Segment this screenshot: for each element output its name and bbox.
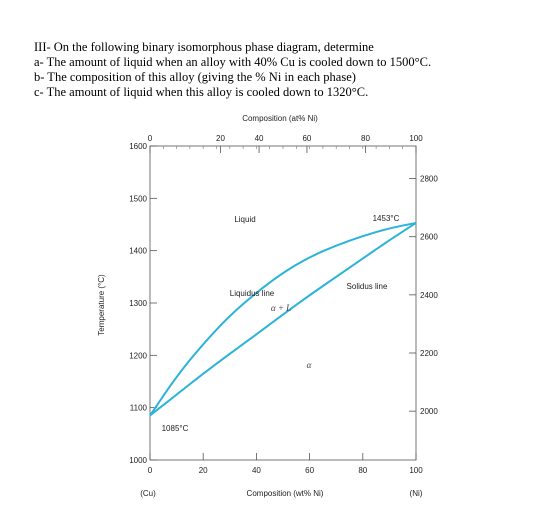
question-heading: III- On the following binary isomorphous… bbox=[34, 40, 374, 54]
y-tick-right-label: 2800 bbox=[420, 175, 438, 184]
x-tick-top-label: 80 bbox=[361, 134, 370, 143]
x-tick-top-label: 40 bbox=[255, 134, 264, 143]
y-tick-right-label: 2600 bbox=[420, 233, 438, 242]
x-tick-bottom-label: 80 bbox=[358, 466, 367, 475]
x-tick-top-label: 20 bbox=[216, 134, 225, 143]
x-axis-title: Composition (wt% Ni) bbox=[247, 489, 324, 498]
annotation-liquid: Liquid bbox=[234, 215, 255, 224]
y-tick-right-label: 2000 bbox=[420, 407, 438, 416]
y-tick-left-label: 1200 bbox=[129, 351, 147, 360]
x-tick-top-label: 0 bbox=[148, 134, 153, 143]
question-text: III- On the following binary isomorphous… bbox=[34, 40, 534, 100]
y-tick-right-label: 2200 bbox=[420, 349, 438, 358]
x-tick-bottom-label: 20 bbox=[199, 466, 208, 475]
y-tick-left-label: 1500 bbox=[129, 194, 147, 203]
question-item-c: c- The amount of liquid when this alloy … bbox=[34, 85, 369, 99]
x-tick-bottom-label: 0 bbox=[148, 466, 153, 475]
y-tick-right-label: 2400 bbox=[420, 291, 438, 300]
annotation-mp-cu: 1085°C bbox=[162, 424, 189, 433]
annotation-mp-ni: 1453°C bbox=[373, 214, 400, 223]
x-end-label-cu: (Cu) bbox=[140, 489, 156, 498]
x-tick-bottom-label: 100 bbox=[409, 466, 423, 475]
liquidus-line-curve bbox=[149, 221, 417, 417]
annotation-solidus: Solidus line bbox=[347, 282, 388, 291]
solidus-line-curve bbox=[149, 222, 417, 417]
annotation-liquidus: Liquidus line bbox=[230, 289, 275, 298]
y-tick-left-label: 1600 bbox=[129, 142, 147, 151]
question-item-a: a- The amount of liquid when an alloy wi… bbox=[34, 55, 432, 69]
top-axis-title: Composition (at% Ni) bbox=[242, 114, 318, 123]
y-tick-left-label: 1100 bbox=[130, 404, 148, 413]
x-tick-bottom-label: 40 bbox=[252, 466, 261, 475]
x-tick-bottom-label: 60 bbox=[305, 466, 314, 475]
y-tick-left-label: 1400 bbox=[129, 247, 147, 256]
annotation-alpha-plus-l: α + L bbox=[271, 303, 291, 313]
x-tick-top-label: 100 bbox=[409, 134, 423, 143]
x-end-label-ni: (Ni) bbox=[410, 489, 423, 498]
annotation-alpha: α bbox=[307, 360, 312, 370]
question-item-b: b- The composition of this alloy (giving… bbox=[34, 70, 356, 84]
y-tick-left-label: 1300 bbox=[129, 299, 147, 308]
y-tick-left-label: 1000 bbox=[129, 456, 147, 465]
y-axis-title: Temperature (°C) bbox=[97, 274, 106, 336]
x-tick-top-label: 60 bbox=[302, 134, 311, 143]
